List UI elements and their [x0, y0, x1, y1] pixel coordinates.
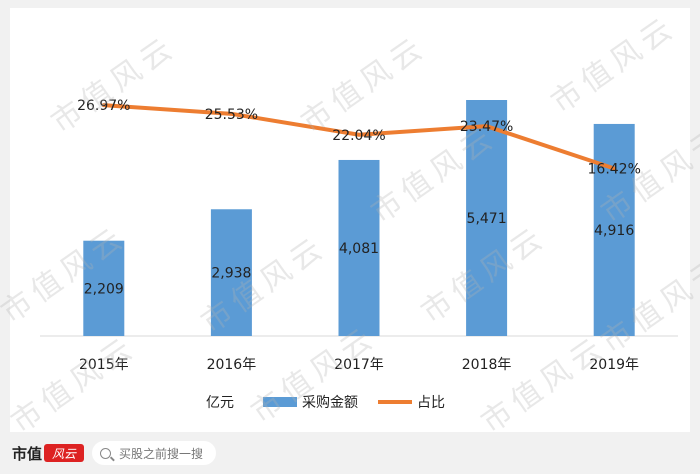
bar-value-label: 2,209 — [84, 281, 124, 297]
search-icon — [100, 447, 111, 459]
legend-bar-swatch — [263, 397, 297, 407]
x-tick-label: 2015年 — [79, 357, 129, 373]
x-tick-label: 2019年 — [589, 357, 639, 373]
logo-badge: 风云 — [44, 444, 85, 462]
x-tick-label: 2017年 — [334, 357, 384, 373]
bar-value-label: 4,916 — [594, 223, 634, 239]
legend-bar-label: 采购金额 — [302, 395, 358, 411]
brand-logo[interactable]: 市值 风云 — [12, 442, 85, 464]
chart: 2,209 2,938 4,081 5,471 4,916 26.97% 25.53% 22.… — [40, 98, 678, 411]
search-box[interactable]: 买股之前搜一搜 — [92, 441, 216, 465]
bar — [466, 100, 508, 336]
line-value-label: 23.47% — [460, 119, 513, 135]
footer-bar: 市值 风云 买股之前搜一搜 — [0, 432, 700, 474]
line-value-label: 26.97% — [77, 98, 130, 114]
bar-value-label: 2,938 — [211, 266, 251, 282]
bar — [338, 159, 380, 336]
legend-unit-label: 亿元 — [206, 395, 234, 411]
bar-value-label: 5,471 — [467, 211, 507, 227]
logo-text: 市值 — [12, 444, 43, 463]
search-placeholder: 买股之前搜一搜 — [119, 446, 204, 461]
bar — [210, 209, 252, 336]
legend-line-label: 占比 — [417, 395, 445, 411]
x-tick-label: 2018年 — [462, 357, 512, 373]
line-value-label: 16.42% — [588, 161, 641, 177]
x-tick-label: 2016年 — [207, 357, 257, 373]
bar-value-label: 4,081 — [339, 241, 379, 257]
series-line — [101, 103, 617, 171]
bar — [593, 123, 635, 336]
line-value-label: 25.53% — [205, 107, 258, 123]
line-value-label: 22.04% — [332, 128, 385, 144]
bar — [83, 240, 125, 336]
chart-card: 2,209 2,938 4,081 5,471 4,916 26.97% 25.53% 22.… — [10, 8, 690, 432]
